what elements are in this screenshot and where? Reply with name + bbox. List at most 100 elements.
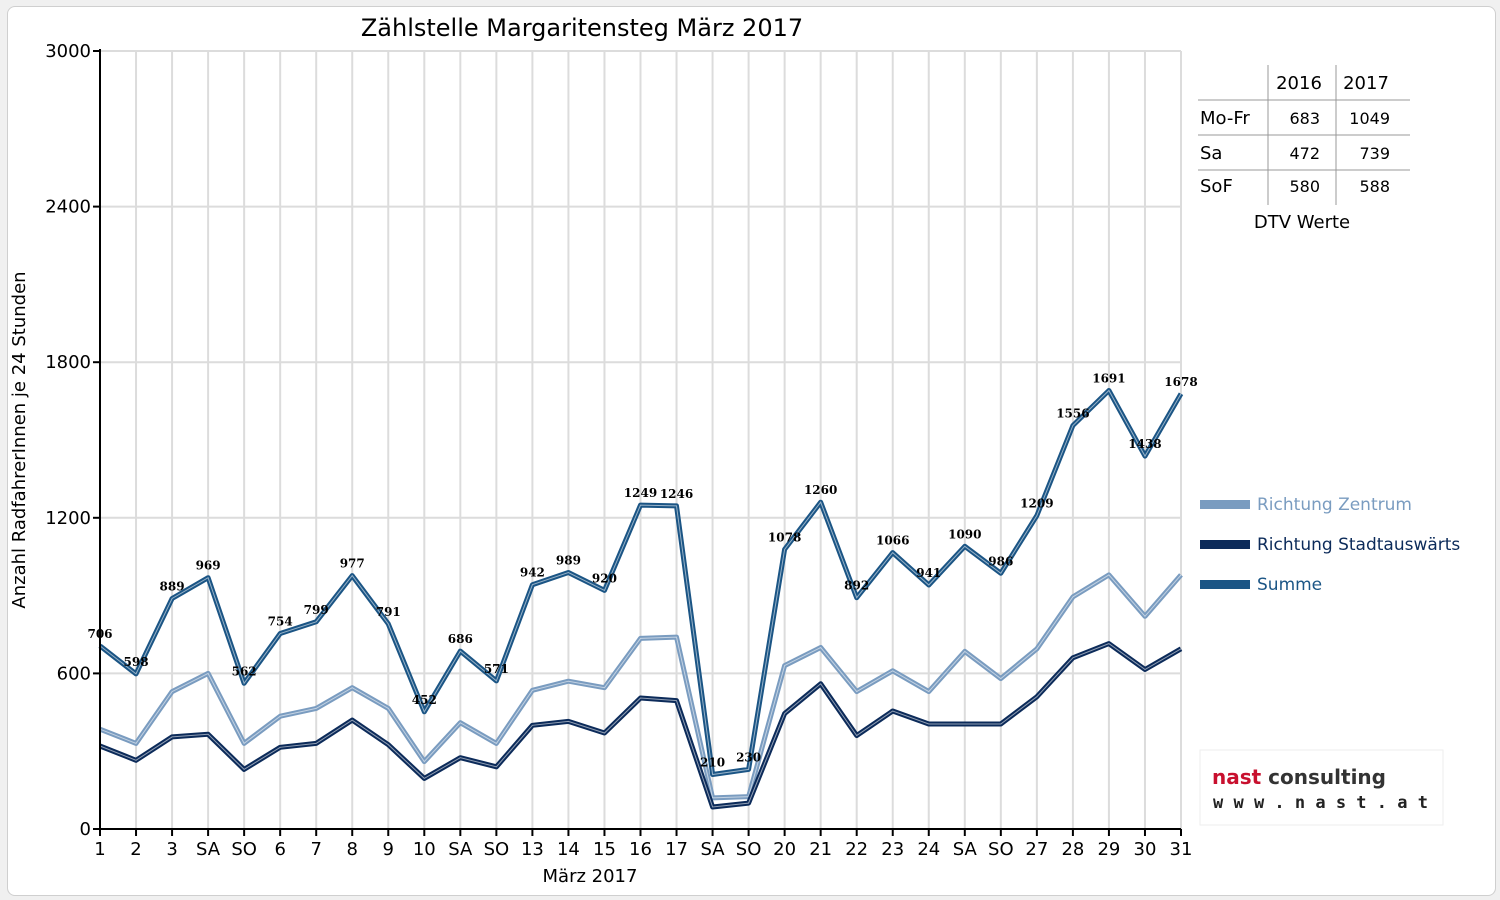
legend-item-summe: Summe — [1200, 575, 1322, 595]
data-label: 1438 — [1128, 437, 1161, 451]
dtv-header-2017: 2017 — [1343, 73, 1389, 94]
data-label: 941 — [916, 566, 941, 580]
data-label: 706 — [87, 627, 112, 641]
dtv-cell: 588 — [1359, 177, 1390, 196]
data-label: 1246 — [660, 487, 693, 501]
dtv-cell: 683 — [1289, 109, 1320, 128]
y-tick-label: 1800 — [45, 352, 91, 373]
x-tick-label: 27 — [1025, 839, 1048, 860]
legend-item-stadtauswaerts: Richtung Stadtauswärts — [1200, 535, 1460, 555]
x-tick-label: 24 — [917, 839, 940, 860]
y-tick-label: 2400 — [45, 197, 91, 218]
y-tick-label: 0 — [80, 819, 91, 840]
x-tick-label: 15 — [593, 839, 616, 860]
data-label: 210 — [700, 756, 725, 770]
dtv-row-label: Sa — [1200, 143, 1222, 164]
x-tick-label: SA — [196, 839, 221, 860]
x-tick-label: SO — [231, 839, 257, 860]
x-tick-label: SA — [448, 839, 473, 860]
grid — [100, 50, 1182, 829]
legend: Richtung Zentrum Richtung Stadtauswärts … — [1200, 495, 1460, 595]
data-label: 942 — [520, 566, 545, 580]
x-tick-label: SA — [953, 839, 978, 860]
y-tick-labels: 0 600 1200 1800 2400 3000 — [45, 41, 91, 840]
y-axis-label: Anzahl RadfahrerInnen je 24 Stunden — [9, 271, 30, 608]
axes — [93, 49, 1182, 836]
data-label: 920 — [592, 571, 617, 585]
x-tick-label: 17 — [665, 839, 688, 860]
legend-item-zentrum: Richtung Zentrum — [1200, 495, 1412, 515]
series-line-richtung-zentrum-highlight — [99, 574, 1182, 799]
data-label: 791 — [376, 605, 401, 619]
y-tick-label: 600 — [57, 663, 91, 684]
x-tick-label: 2 — [130, 839, 141, 860]
dtv-row-label: SoF — [1200, 176, 1233, 197]
data-label: 799 — [304, 603, 329, 617]
data-label: 969 — [196, 559, 221, 573]
x-tick-label: 16 — [629, 839, 652, 860]
dtv-cell: 739 — [1359, 144, 1390, 163]
x-tick-label: 1 — [94, 839, 105, 860]
series-lines — [98, 388, 1184, 810]
legend-label: Summe — [1257, 575, 1322, 595]
x-tick-label: 28 — [1061, 839, 1084, 860]
x-tick-labels: 1 2 3 SA SO 6 7 8 9 10 SA SO 13 14 15 16 17 SA SO 20 21 22 23 2… — [94, 839, 1192, 860]
x-tick-label: 20 — [773, 839, 796, 860]
data-label: 452 — [412, 693, 437, 707]
x-tick-label: 22 — [845, 839, 868, 860]
x-tick-label: 10 — [413, 839, 436, 860]
y-tick-label: 3000 — [45, 41, 91, 62]
dtv-row-label: Mo-Fr — [1200, 108, 1250, 129]
data-label: 1249 — [624, 486, 657, 500]
legend-swatch — [1200, 500, 1250, 509]
x-tick-label: SO — [988, 839, 1014, 860]
data-label: 1556 — [1056, 406, 1089, 420]
x-tick-label: 30 — [1134, 839, 1157, 860]
x-tick-label: SO — [484, 839, 510, 860]
x-tick-label: 13 — [521, 839, 544, 860]
chart-title: Zählstelle Margaritensteg März 2017 — [361, 14, 803, 42]
data-label: 889 — [160, 579, 185, 593]
x-tick-label: 3 — [166, 839, 177, 860]
logo: nast consulting w w w . n a s t . a t — [1199, 749, 1444, 826]
dtv-caption: DTV Werte — [1254, 212, 1350, 233]
legend-swatch — [1200, 580, 1250, 589]
dtv-cell: 580 — [1289, 177, 1320, 196]
x-tick-label: 23 — [881, 839, 904, 860]
data-label: 892 — [844, 579, 869, 593]
series-line-summe-highlight — [99, 389, 1182, 776]
dtv-table: 2016 2017 Mo-Fr 683 1049 Sa 472 739 SoF … — [1198, 65, 1410, 233]
x-tick-label: SA — [701, 839, 726, 860]
y-tick-label: 1200 — [45, 508, 91, 529]
x-tick-label: 21 — [809, 839, 832, 860]
data-label: 686 — [448, 632, 473, 646]
series-line-richtung-stadtausw-rts-highlight — [99, 643, 1182, 808]
data-label: 986 — [988, 554, 1013, 568]
data-label: 1691 — [1092, 371, 1125, 385]
dtv-header-2016: 2016 — [1276, 73, 1322, 94]
dtv-cell: 1049 — [1349, 109, 1390, 128]
x-tick-label: 6 — [274, 839, 285, 860]
data-label: 562 — [232, 664, 257, 678]
x-tick-label: 9 — [383, 839, 394, 860]
legend-label: Richtung Zentrum — [1257, 495, 1412, 515]
data-label: 230 — [736, 750, 761, 764]
data-label: 1078 — [768, 530, 801, 544]
data-label: 1066 — [876, 534, 909, 548]
data-label: 989 — [556, 554, 581, 568]
x-axis-label: März 2017 — [543, 866, 638, 887]
logo-website: w w w . n a s t . a t — [1213, 793, 1428, 813]
x-tick-label: SO — [736, 839, 762, 860]
legend-label: Richtung Stadtauswärts — [1257, 535, 1460, 555]
x-tick-label: 29 — [1097, 839, 1120, 860]
x-tick-label: 8 — [347, 839, 358, 860]
data-label: 598 — [124, 655, 149, 669]
data-labels: 706 598 889 969 562 754 799 977 791 452 686 571 942 9… — [87, 371, 1197, 769]
data-label: 754 — [268, 614, 293, 628]
legend-swatch — [1200, 540, 1250, 549]
x-tick-label: 31 — [1170, 839, 1193, 860]
x-tick-label: 7 — [310, 839, 321, 860]
x-tick-label: 14 — [557, 839, 580, 860]
data-label: 977 — [340, 557, 365, 571]
data-label: 1209 — [1020, 496, 1053, 510]
